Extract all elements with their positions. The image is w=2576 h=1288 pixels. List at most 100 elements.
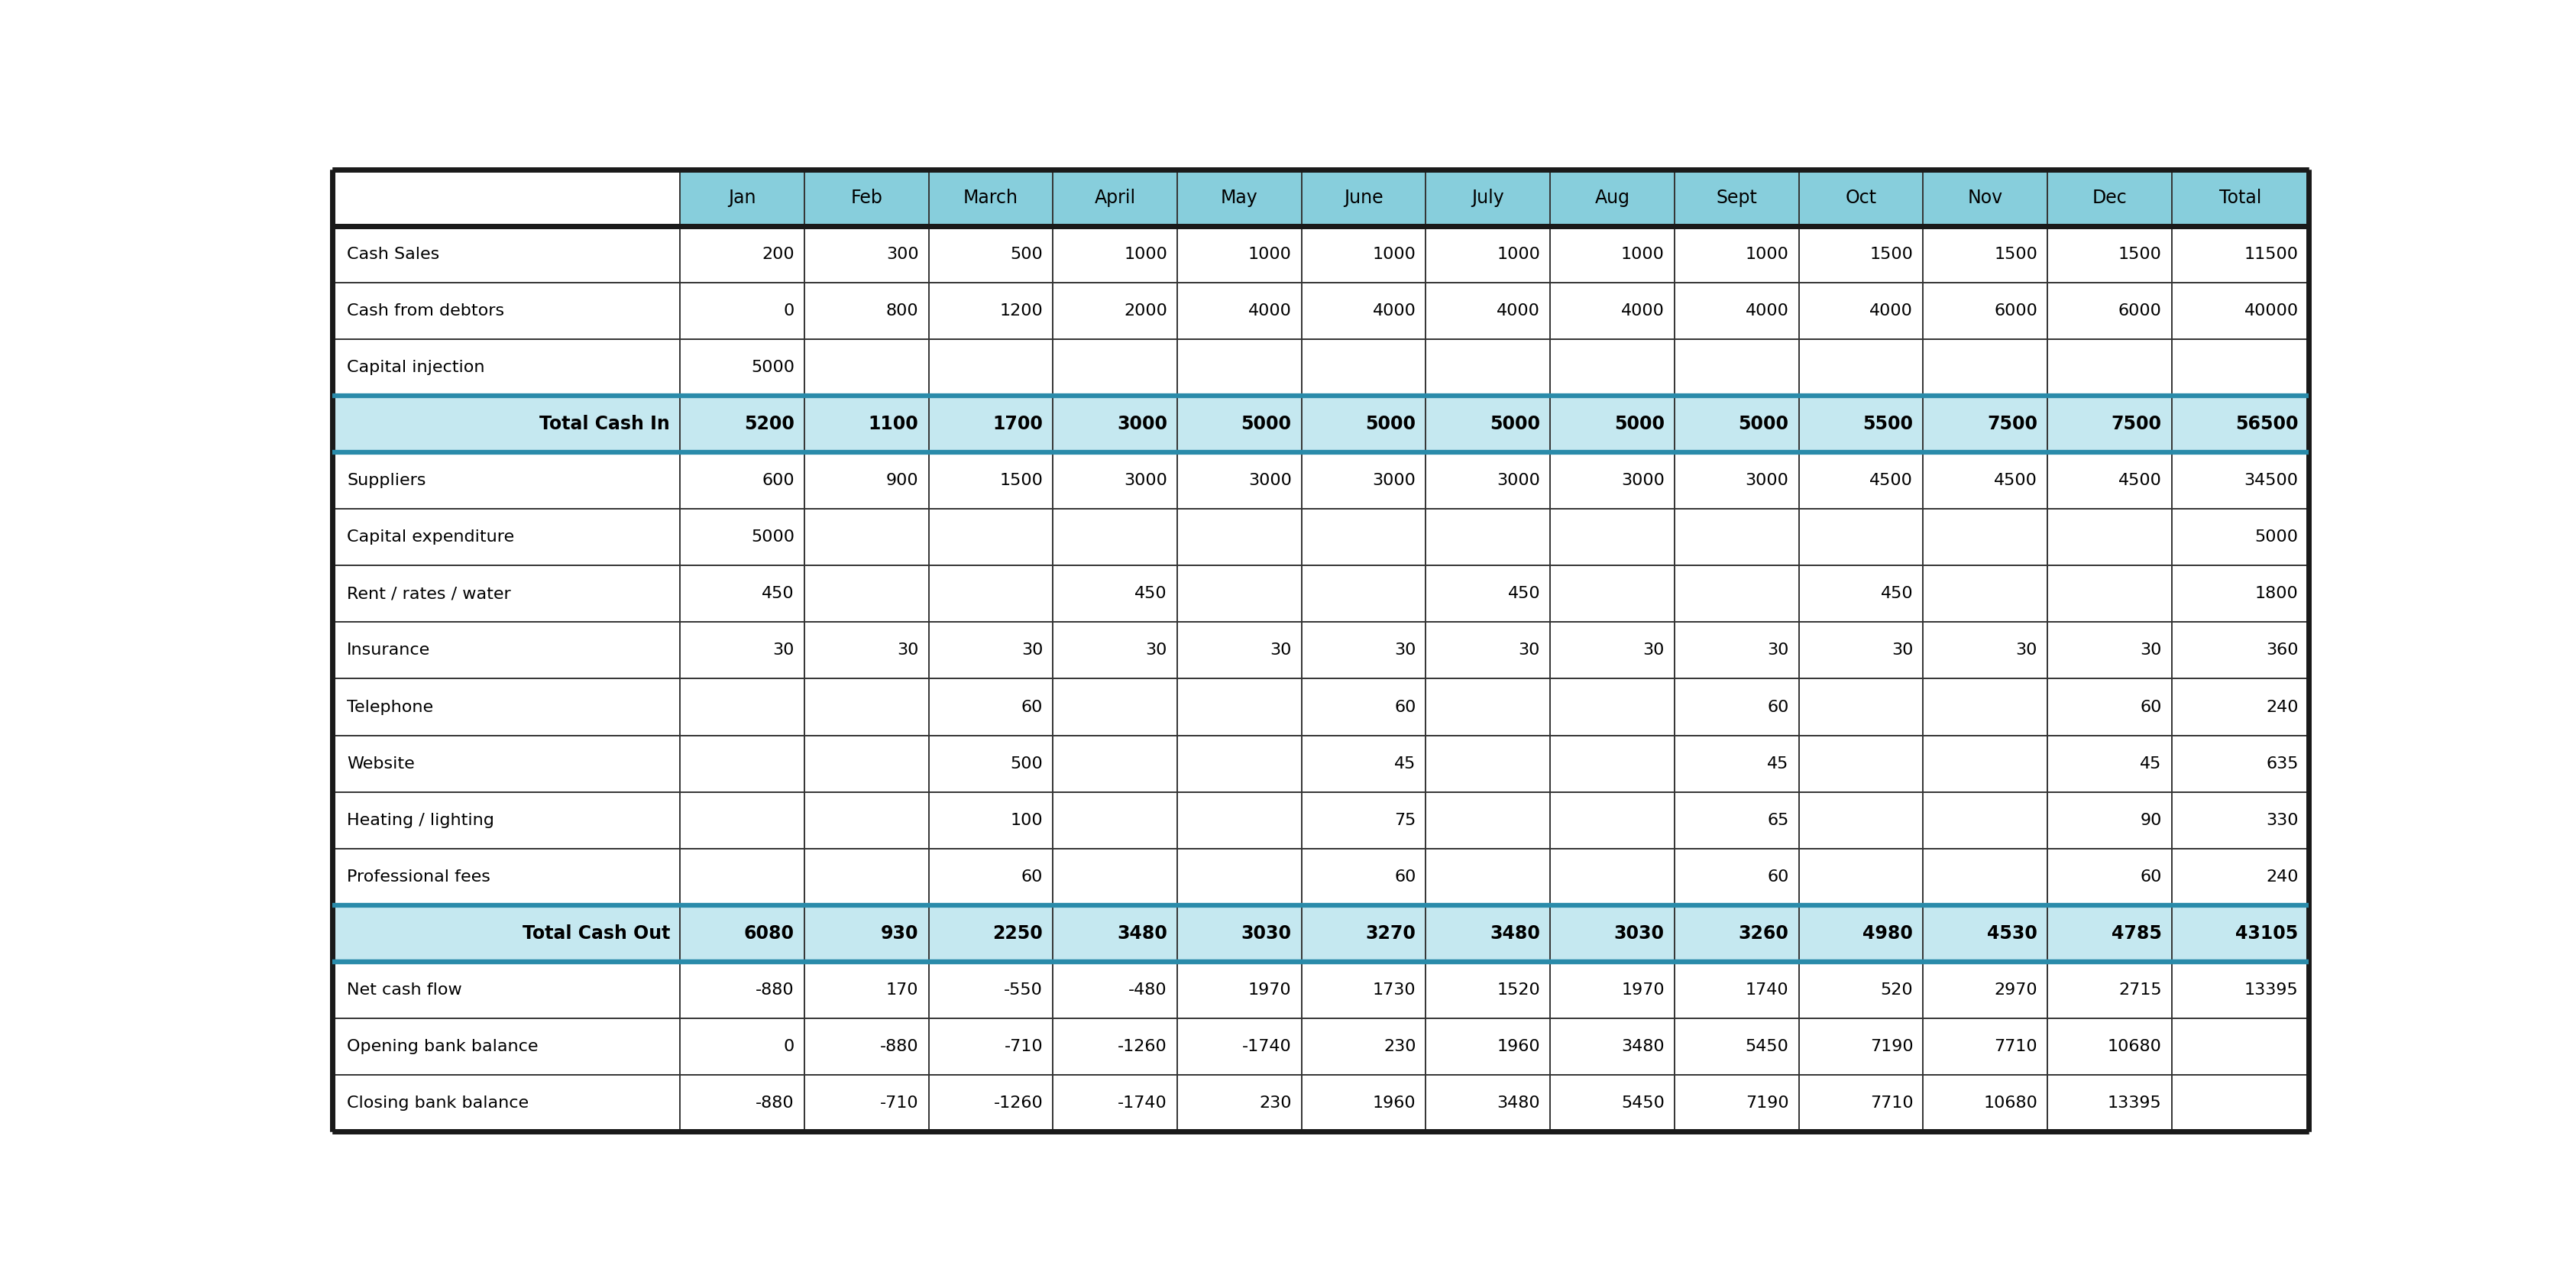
Bar [1924, 1075, 2048, 1131]
Text: 3000: 3000 [1373, 473, 1417, 488]
Bar [1301, 395, 1427, 452]
Bar [927, 792, 1054, 849]
Text: 11500: 11500 [2244, 247, 2298, 261]
Bar [1427, 735, 1551, 792]
Text: 4530: 4530 [1986, 925, 2038, 943]
Text: 1000: 1000 [1249, 247, 1291, 261]
Bar [1177, 565, 1301, 622]
Bar [680, 509, 804, 565]
Bar [927, 962, 1054, 1019]
Bar [1054, 565, 1177, 622]
Bar [1427, 1075, 1551, 1131]
Text: April: April [1095, 188, 1136, 207]
Bar [1427, 1019, 1551, 1075]
Text: 3000: 3000 [1497, 473, 1540, 488]
Text: 60: 60 [1767, 699, 1788, 715]
Bar [1054, 962, 1177, 1019]
Bar [2172, 1075, 2308, 1131]
Bar [1177, 395, 1301, 452]
Text: 3030: 3030 [1242, 925, 1291, 943]
Bar [1798, 282, 1924, 339]
Text: -880: -880 [755, 1096, 793, 1110]
Text: 4980: 4980 [1862, 925, 1914, 943]
Bar [680, 225, 804, 282]
Bar [680, 170, 804, 225]
Text: 1520: 1520 [1497, 983, 1540, 998]
Bar [1551, 395, 1674, 452]
Bar [332, 1019, 680, 1075]
Bar [2172, 849, 2308, 905]
Bar [1177, 170, 1301, 225]
Text: 65: 65 [1767, 813, 1788, 828]
Text: June: June [1345, 188, 1383, 207]
Bar [1924, 905, 2048, 962]
Bar [927, 225, 1054, 282]
Bar [680, 962, 804, 1019]
Text: 930: 930 [881, 925, 920, 943]
Bar [1798, 395, 1924, 452]
Bar [1798, 622, 1924, 679]
Text: Insurance: Insurance [348, 643, 430, 658]
Text: 13395: 13395 [2107, 1096, 2161, 1110]
Bar [1054, 339, 1177, 395]
Text: -1260: -1260 [1118, 1039, 1167, 1054]
Bar [1177, 679, 1301, 735]
Bar [1427, 170, 1551, 225]
Text: Closing bank balance: Closing bank balance [348, 1096, 528, 1110]
Bar [1551, 962, 1674, 1019]
Text: 5450: 5450 [1747, 1039, 1788, 1054]
Text: 7500: 7500 [2112, 415, 2161, 433]
Text: 1000: 1000 [1747, 247, 1788, 261]
Text: 5500: 5500 [1862, 415, 1914, 433]
Bar [332, 679, 680, 735]
Bar [1924, 962, 2048, 1019]
Bar [680, 565, 804, 622]
Bar [1798, 792, 1924, 849]
Text: -1740: -1740 [1118, 1096, 1167, 1110]
Text: 3000: 3000 [1747, 473, 1788, 488]
Bar [2172, 792, 2308, 849]
Bar [1177, 792, 1301, 849]
Bar [332, 395, 680, 452]
Bar [1674, 962, 1798, 1019]
Bar [2048, 339, 2172, 395]
Text: 1970: 1970 [1249, 983, 1291, 998]
Bar [1798, 170, 1924, 225]
Text: 330: 330 [2267, 813, 2298, 828]
Text: 0: 0 [783, 1039, 793, 1054]
Text: Jan: Jan [729, 188, 757, 207]
Bar [1054, 509, 1177, 565]
Bar [804, 452, 927, 509]
Bar [2048, 509, 2172, 565]
Text: Total Cash In: Total Cash In [538, 415, 670, 433]
Text: 1740: 1740 [1747, 983, 1788, 998]
Bar [332, 792, 680, 849]
Text: 1000: 1000 [1373, 247, 1417, 261]
Text: 60: 60 [1394, 699, 1417, 715]
Bar [927, 565, 1054, 622]
Text: 1970: 1970 [1620, 983, 1664, 998]
Text: 60: 60 [1020, 869, 1043, 885]
Text: 10680: 10680 [2107, 1039, 2161, 1054]
Text: 5450: 5450 [1620, 1096, 1664, 1110]
Bar [332, 1075, 680, 1131]
Text: 30: 30 [2017, 643, 2038, 658]
Bar [1551, 509, 1674, 565]
Text: 900: 900 [886, 473, 920, 488]
Bar [1427, 679, 1551, 735]
Bar [1301, 905, 1427, 962]
Bar [804, 395, 927, 452]
Text: -1260: -1260 [994, 1096, 1043, 1110]
Bar [1924, 1019, 2048, 1075]
Bar [927, 622, 1054, 679]
Bar [1924, 679, 2048, 735]
Bar [332, 225, 680, 282]
Bar [1054, 622, 1177, 679]
Bar [1924, 622, 2048, 679]
Bar [2172, 225, 2308, 282]
Bar [332, 849, 680, 905]
Text: 5000: 5000 [750, 529, 793, 545]
Text: -480: -480 [1128, 983, 1167, 998]
Bar [680, 849, 804, 905]
Bar [804, 1075, 927, 1131]
